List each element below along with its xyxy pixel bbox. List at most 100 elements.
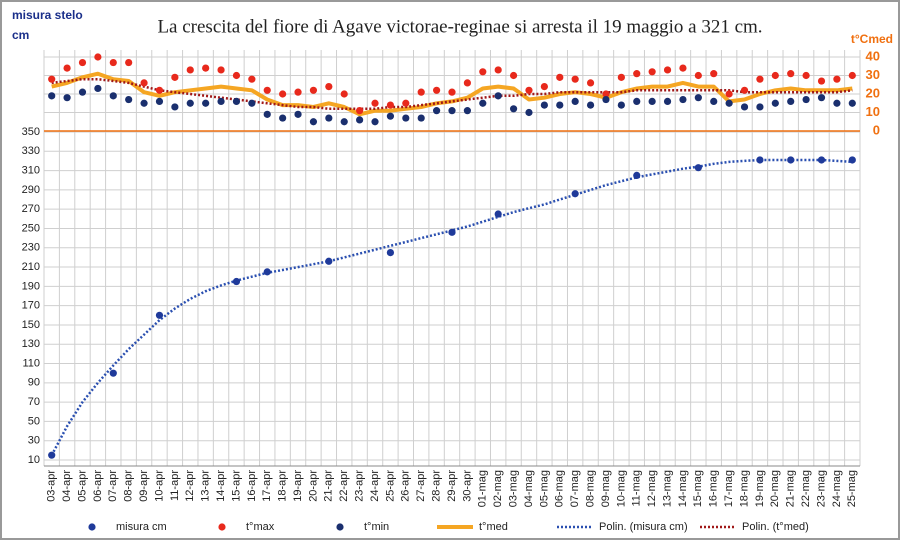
x-tick-label: 17-mag (723, 470, 735, 507)
data-point (848, 156, 856, 164)
x-tick-label: 03-apr (46, 470, 58, 502)
data-point (617, 73, 625, 81)
data-point (433, 86, 441, 94)
x-tick-label: 04-apr (61, 470, 73, 502)
x-tick-label: 29-apr (446, 470, 458, 502)
data-point (694, 71, 702, 80)
x-tick-label: 21-mag (785, 470, 797, 507)
data-point (571, 190, 579, 198)
data-point (848, 71, 856, 80)
x-tick-label: 11-apr (169, 470, 181, 501)
x-tick-label: 09-apr (138, 470, 150, 502)
x-tick-label: 14-apr (215, 470, 227, 502)
x-tick-label: 16-mag (708, 470, 720, 507)
data-point (848, 99, 856, 107)
y-axis-label: cm (12, 28, 29, 42)
y-tick-label: 10 (28, 454, 40, 466)
x-tick-label: 11-mag (631, 470, 643, 506)
data-point (633, 70, 641, 78)
x-tick-label: 10-mag (615, 470, 627, 507)
y-tick-label: 170 (22, 300, 40, 312)
x-tick-label: 12-mag (646, 470, 658, 507)
y-tick-label: 210 (22, 261, 40, 273)
y-tick-label: 150 (22, 319, 40, 331)
data-point (586, 79, 595, 87)
y-tick-label: 110 (22, 357, 40, 369)
data-point (94, 84, 102, 93)
data-point (448, 228, 456, 236)
data-point (325, 257, 333, 265)
x-tick-label: 24-apr (369, 470, 381, 502)
x-tick-label: 05-apr (76, 470, 88, 502)
data-point (202, 64, 210, 72)
data-point (171, 73, 179, 81)
legend-label: t°med (479, 521, 508, 533)
x-tick-label: 08-apr (123, 470, 135, 502)
x-tick-label: 08-mag (584, 470, 596, 507)
data-point (787, 70, 795, 78)
data-point (386, 248, 395, 257)
data-point (571, 97, 579, 105)
x-tick-label: 05-mag (538, 470, 550, 507)
data-point (263, 110, 271, 118)
y2-tick-label: 40 (866, 48, 880, 63)
data-point (94, 53, 102, 61)
data-point (63, 64, 71, 72)
y2-tick-label: 30 (866, 67, 880, 82)
data-point (802, 95, 810, 104)
data-point (279, 114, 287, 122)
data-point (725, 99, 733, 107)
data-point (648, 68, 656, 76)
x-tick-label: 15-mag (692, 470, 704, 507)
y-tick-label: 30 (28, 435, 40, 447)
data-point (78, 88, 87, 96)
data-point (710, 70, 718, 78)
data-point (263, 268, 271, 276)
legend-marker (88, 523, 96, 531)
data-point (217, 66, 225, 74)
x-tick-label: 18-apr (277, 470, 289, 502)
data-point (417, 88, 425, 96)
data-point (109, 58, 117, 67)
data-point (833, 99, 841, 107)
x-tick-label: 22-apr (338, 470, 350, 502)
data-point (186, 99, 194, 107)
x-tick-label: 19-mag (754, 470, 766, 507)
data-point (63, 94, 71, 102)
data-point (602, 95, 610, 104)
x-tick-label: 26-apr (400, 470, 412, 502)
data-point (586, 101, 595, 109)
x-tick-label: 06-mag (554, 470, 566, 507)
data-point (756, 75, 764, 83)
x-tick-label: 20-apr (307, 470, 319, 502)
data-point (217, 97, 225, 105)
data-point (340, 118, 348, 126)
data-point (155, 311, 164, 319)
data-point (494, 92, 502, 100)
data-point (602, 90, 610, 98)
y-axis-label: misura stelo (12, 8, 83, 22)
data-point (787, 156, 795, 164)
y2-axis-label: t°Cmed (851, 32, 893, 46)
data-point (463, 79, 471, 87)
x-tick-label: 25-mag (846, 470, 858, 507)
data-point (648, 97, 656, 105)
data-point (663, 66, 672, 74)
data-point (679, 95, 687, 104)
y-tick-label: 90 (28, 377, 40, 389)
data-point (463, 107, 471, 115)
data-point (448, 107, 456, 115)
data-point (402, 114, 410, 122)
data-point (140, 79, 148, 87)
data-point (433, 107, 441, 115)
x-tick-label: 03-mag (507, 470, 519, 507)
x-tick-label: 24-mag (831, 470, 843, 507)
data-point (771, 99, 779, 107)
data-point (263, 86, 271, 94)
data-point (48, 92, 56, 100)
data-point (125, 58, 133, 67)
data-point (202, 99, 210, 107)
x-tick-label: 09-mag (600, 470, 612, 507)
